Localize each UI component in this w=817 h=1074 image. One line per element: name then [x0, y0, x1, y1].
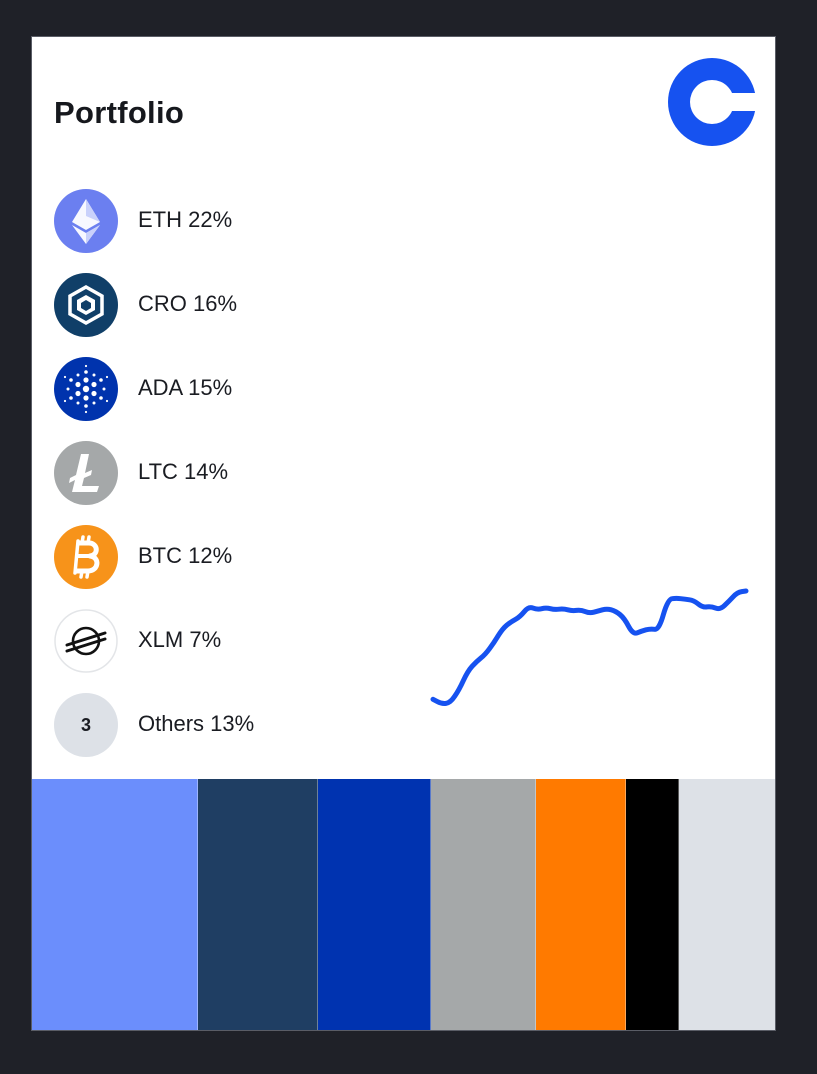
allocation-segment-btc — [536, 779, 627, 1030]
ada-icon — [54, 357, 118, 421]
allocation-segment-others — [679, 779, 775, 1030]
asset-row-ada[interactable]: ADA 15% — [54, 357, 354, 421]
allocation-segment-cro — [197, 779, 318, 1030]
allocation-segment-ltc — [430, 779, 537, 1030]
allocation-bar — [32, 779, 775, 1030]
others-count-badge: 3 — [54, 693, 118, 757]
asset-label-others: Others 13% — [138, 711, 255, 736]
asset-row-others[interactable]: 3 Others 13% — [54, 693, 354, 757]
asset-row-cro[interactable]: CRO 16% — [54, 273, 354, 337]
asset-row-ltc[interactable]: LTC 14% — [54, 441, 354, 505]
portfolio-sparkline — [430, 588, 749, 707]
asset-row-eth[interactable]: ETH 22% — [54, 189, 354, 253]
ltc-icon — [54, 441, 118, 505]
allocation-segment-eth — [32, 779, 198, 1030]
asset-row-btc[interactable]: BTC 12% — [54, 525, 354, 589]
allocation-segment-xlm — [626, 779, 680, 1030]
asset-label-cro: CRO 16% — [138, 291, 238, 316]
allocation-segment-ada — [317, 779, 431, 1030]
page-title: Portfolio — [54, 95, 185, 130]
asset-label-btc: BTC 12% — [138, 543, 233, 568]
sparkline-series-line — [430, 588, 749, 707]
coinbase-logo-icon — [668, 58, 756, 146]
asset-label-xlm: XLM 7% — [138, 627, 222, 652]
asset-row-xlm[interactable]: XLM 7% — [54, 609, 354, 673]
btc-icon — [54, 525, 118, 589]
eth-icon — [54, 189, 118, 253]
cro-icon — [54, 273, 118, 337]
portfolio-card: Portfolio ETH 22% — [31, 36, 776, 1031]
asset-label-ada: ADA 15% — [138, 375, 233, 400]
xlm-icon — [54, 609, 118, 673]
asset-label-ltc: LTC 14% — [138, 459, 229, 484]
asset-label-eth: ETH 22% — [138, 207, 233, 232]
